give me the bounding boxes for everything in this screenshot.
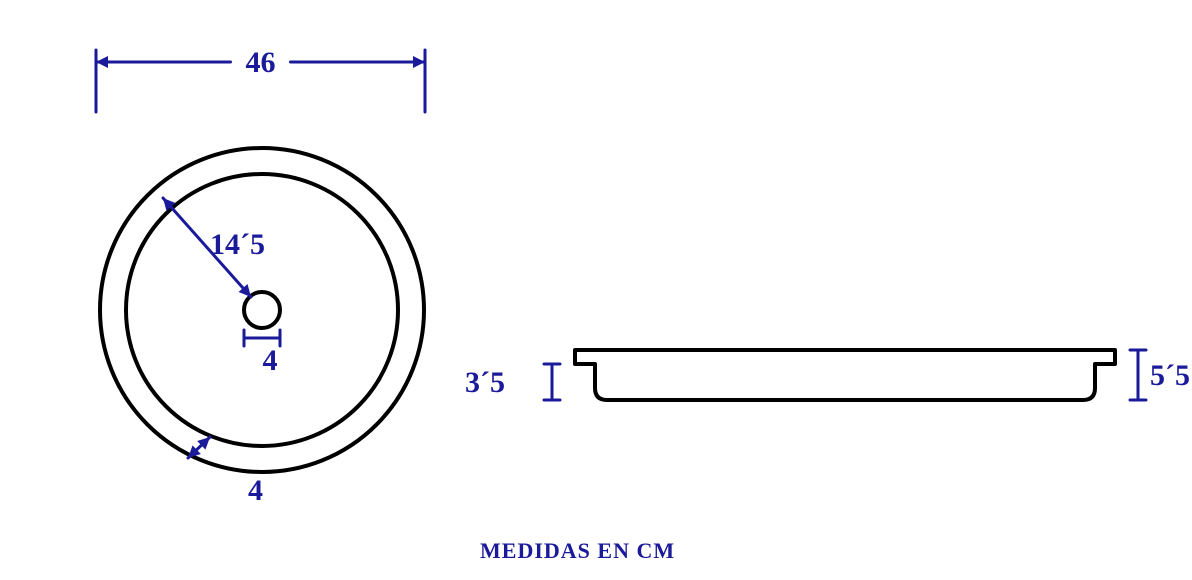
dim-radius-14-5: 14´5 (210, 228, 265, 261)
technical-drawing: 46 14´5 4 4 3´5 5´5 MEDIDAS EN CM (0, 0, 1192, 580)
dim-side-3-5: 3´5 (465, 366, 505, 399)
caption-medidas: MEDIDAS EN CM (480, 538, 675, 563)
side-view: 3´5 5´5 (465, 350, 1190, 400)
dim-side-5-5: 5´5 (1150, 359, 1190, 392)
dim-width-46: 46 (246, 46, 276, 79)
top-view: 46 14´5 4 4 (96, 46, 425, 507)
dim-rim-4: 4 (248, 474, 263, 507)
dim-drain-4: 4 (263, 344, 278, 377)
